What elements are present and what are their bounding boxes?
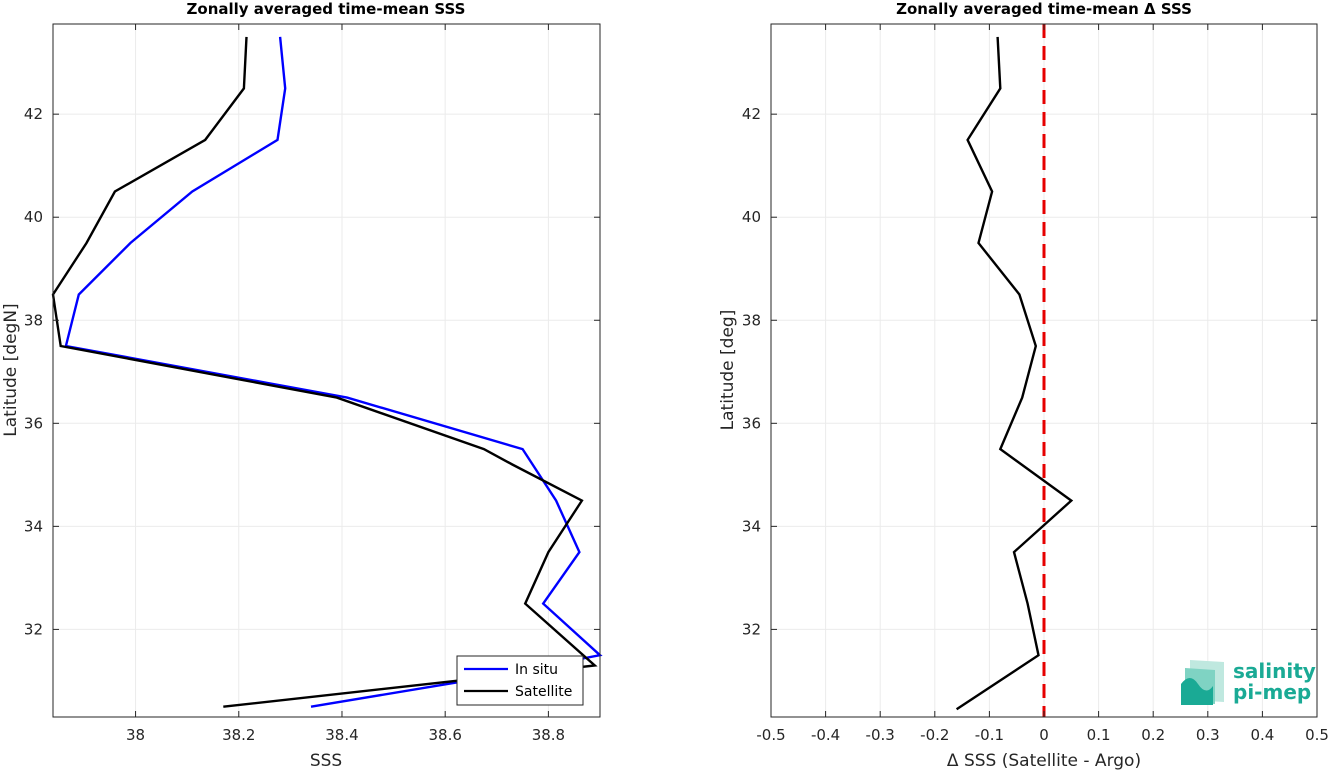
logo-icon-wave [1181, 678, 1213, 705]
y-tick-label: 34 [24, 517, 43, 535]
x-tick-label: 38.4 [325, 726, 358, 744]
left-x-axis-label: SSS [310, 751, 342, 770]
x-tick-label: -0.3 [866, 726, 895, 744]
y-tick-label: 36 [742, 414, 761, 432]
x-tick-label: 0.4 [1250, 726, 1274, 744]
x-tick-label: 38.6 [428, 726, 461, 744]
legend-box [456, 655, 584, 706]
left-series [51, 36, 603, 708]
y-tick-label: 42 [24, 105, 43, 123]
right-panel-delta-sss: -0.5 -0.4 -0.3 -0.2 -0.1 0 0.1 0.2 0.3 0.4 0.5 323… [718, 0, 1329, 770]
logo-text-salinity: salinity [1233, 659, 1316, 683]
x-tick-label: 0.2 [1141, 726, 1165, 744]
x-tick-label: 0 [1039, 726, 1049, 744]
left-axes-frame [52, 23, 601, 718]
left-chart-title: Zonally averaged time-mean SSS [187, 0, 466, 18]
left-x-ticks: 38 38.2 38.4 38.6 38.8 [126, 24, 565, 744]
x-tick-label: -0.5 [756, 726, 785, 744]
x-tick-label: 0.3 [1196, 726, 1220, 744]
left-grid [53, 24, 600, 717]
x-tick-label: -0.1 [975, 726, 1004, 744]
salinity-pi-mep-logo: salinity pi-mep [1181, 659, 1316, 705]
x-tick-label: -0.2 [920, 726, 949, 744]
y-tick-label: 42 [742, 105, 761, 123]
left-y-ticks: 32 34 36 38 40 42 [24, 105, 600, 638]
y-tick-label: 38 [24, 311, 43, 329]
y-tick-label: 34 [742, 517, 761, 535]
left-panel-sss: 38 38.2 38.4 38.6 38.8 32 34 36 38 40 42 Zonally … [1, 0, 603, 770]
legend: In situ Satellite [456, 655, 584, 706]
series-line-delta-sss [955, 36, 1074, 711]
y-tick-label: 40 [742, 208, 761, 226]
right-y-axis-label: Latitude [deg] [718, 310, 738, 431]
right-chart-title: Zonally averaged time-mean Δ SSS [896, 0, 1192, 18]
x-tick-label: 38.2 [222, 726, 255, 744]
y-tick-label: 38 [742, 311, 761, 329]
x-tick-label: 0.1 [1087, 726, 1111, 744]
y-tick-label: 40 [24, 208, 43, 226]
x-tick-label: 38.8 [532, 726, 565, 744]
right-x-ticks: -0.5 -0.4 -0.3 -0.2 -0.1 0 0.1 0.2 0.3 0.4 0.5 [756, 24, 1329, 744]
right-x-axis-label: Δ SSS (Satellite - Argo) [947, 751, 1141, 770]
right-series [955, 36, 1074, 711]
series-line-satellite [51, 36, 598, 708]
series-line-in-situ [64, 36, 603, 708]
y-tick-label: 36 [24, 414, 43, 432]
y-tick-label: 32 [24, 620, 43, 638]
right-grid [770, 24, 1318, 717]
y-tick-label: 32 [742, 620, 761, 638]
left-y-axis-label: Latitude [degN] [1, 303, 21, 436]
logo-text-pi-mep: pi-mep [1233, 680, 1311, 704]
x-tick-label: 38 [126, 726, 145, 744]
x-tick-label: -0.4 [811, 726, 840, 744]
x-tick-label: 0.5 [1305, 726, 1329, 744]
right-y-ticks: 32 34 36 38 40 42 [742, 105, 1317, 638]
legend-label-satellite: Satellite [515, 684, 572, 700]
legend-label-in-situ: In situ [515, 662, 558, 678]
